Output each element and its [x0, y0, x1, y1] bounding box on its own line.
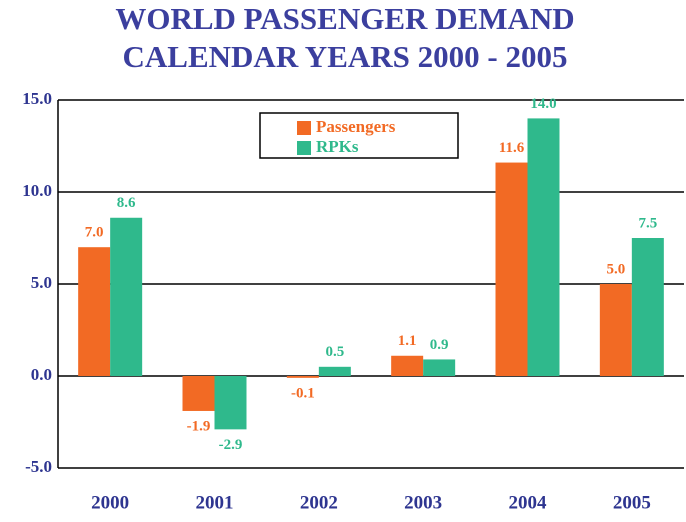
y-tick-label: 5.0: [31, 273, 52, 292]
bar: [527, 118, 560, 377]
value-label: 0.9: [430, 337, 449, 353]
value-label: 7.0: [85, 225, 104, 241]
bar: [214, 376, 247, 430]
value-label: 11.6: [499, 140, 525, 156]
legend-label: Passengers: [316, 117, 396, 136]
value-label: 0.5: [325, 344, 344, 360]
x-tick-label: 2005: [613, 492, 651, 513]
legend-box: [259, 112, 459, 159]
value-label: -2.9: [219, 437, 243, 453]
bar: [286, 376, 319, 378]
bar: [423, 359, 456, 376]
y-tick-label: 0.0: [31, 365, 52, 384]
value-label: -0.1: [291, 385, 315, 401]
value-label: 8.6: [117, 195, 136, 211]
y-tick-label: -5.0: [25, 457, 52, 476]
legend-swatch: [297, 141, 311, 155]
x-tick-label: 2002: [300, 492, 338, 513]
value-label: 7.5: [638, 215, 657, 231]
value-label: 1.1: [398, 333, 417, 349]
legend-label: RPKs: [316, 137, 359, 156]
value-label: 5.0: [606, 261, 625, 277]
x-tick-label: 2000: [91, 492, 129, 513]
legend-swatch: [297, 121, 311, 135]
y-tick-label: 15.0: [22, 89, 52, 108]
value-label: 14.0: [530, 96, 556, 112]
x-tick-label: 2003: [404, 492, 442, 513]
bar: [495, 162, 528, 376]
x-tick-label: 2004: [509, 492, 548, 513]
chart-subtitle: CALENDAR YEARS 2000 - 2005: [123, 39, 568, 74]
bar: [182, 376, 215, 411]
value-label: -1.9: [187, 418, 211, 434]
x-tick-label: 2001: [196, 492, 234, 513]
bar: [631, 238, 664, 376]
bar: [318, 366, 351, 376]
bar: [78, 247, 111, 376]
chart-title: WORLD PASSENGER DEMAND: [115, 1, 574, 36]
bar: [391, 355, 424, 376]
bar: [110, 217, 143, 376]
y-tick-label: 10.0: [22, 181, 52, 200]
bar: [599, 284, 632, 376]
